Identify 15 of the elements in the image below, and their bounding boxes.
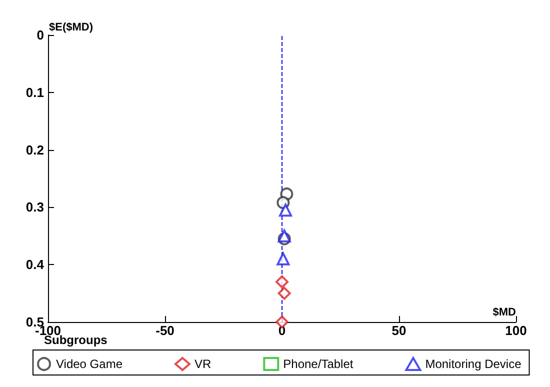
x-tick-label: -50	[156, 323, 174, 338]
legend-label: VR	[194, 357, 212, 371]
y-tick-label: 0	[36, 28, 44, 42]
y-axis-title: $E($MD)	[49, 22, 94, 34]
y-tick-label: 0.3	[26, 200, 44, 215]
legend-label: Phone/Tablet	[283, 357, 354, 371]
legend-label: Video Game	[56, 357, 123, 371]
x-tick-label: 0	[278, 323, 286, 338]
y-tick-label: 0.1	[26, 84, 44, 100]
x-tick-label: 100	[505, 323, 527, 338]
y-tick-label: 0.4	[26, 257, 45, 272]
y-tick-label: 0.2	[26, 142, 44, 158]
x-axis-title: $MD	[492, 306, 516, 318]
legend-label: Monitoring Device	[425, 357, 522, 371]
x-tick-label: 50	[392, 323, 406, 338]
